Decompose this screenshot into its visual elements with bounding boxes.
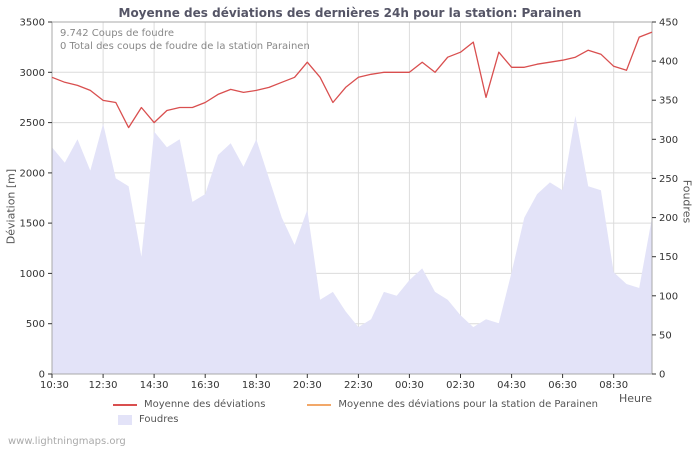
plot-frame <box>51 21 653 375</box>
legend-item-station: Moyenne des déviations pour la station d… <box>307 399 598 410</box>
station-strike-count-annotation: 0 Total des coups de foudre de la statio… <box>60 41 310 52</box>
left-axis-label: Déviation [m] <box>4 168 18 245</box>
left-tick-label: 3000 <box>20 68 45 79</box>
x-tick-label: 12:30 <box>89 380 118 391</box>
x-tick-label: 20:30 <box>293 380 322 391</box>
right-tick-label: 250 <box>659 174 678 185</box>
x-tick-label: 10:30 <box>40 380 69 391</box>
left-tick-label: 1000 <box>20 269 45 280</box>
x-tick-label: 00:30 <box>395 380 424 391</box>
right-tick-label: 100 <box>659 291 678 302</box>
right-axis-label: Foudres <box>680 179 694 224</box>
station-line-swatch <box>307 403 332 406</box>
left-tick-label: 0 <box>39 370 45 381</box>
right-tick-label: 450 <box>659 18 678 29</box>
left-tick-label: 500 <box>26 319 45 330</box>
foudres-area-swatch <box>118 414 132 425</box>
x-tick-label: 22:30 <box>344 380 373 391</box>
x-tick-label: 06:30 <box>548 380 577 391</box>
right-tick-label: 200 <box>659 213 678 224</box>
foudres-area-series <box>52 115 652 375</box>
right-tick-label: 0 <box>659 370 665 381</box>
x-tick-label: 08:30 <box>599 380 628 391</box>
x-axis-label: Heure <box>618 392 652 405</box>
right-tick-label: 50 <box>659 330 672 341</box>
chart-title: Moyenne des déviations des dernières 24h… <box>118 6 582 20</box>
x-tick-label: 16:30 <box>191 380 220 391</box>
legend-deviation-label: Moyenne des déviations <box>144 399 266 410</box>
deviation-line-swatch <box>113 403 137 406</box>
right-tick-label: 150 <box>659 252 678 263</box>
x-tick-label: 18:30 <box>242 380 271 391</box>
deviation-line-series <box>51 31 653 129</box>
left-tick-label: 3500 <box>20 18 45 29</box>
legend-item-foudres: Foudres <box>113 414 178 425</box>
x-tick-label: 04:30 <box>497 380 526 391</box>
left-tick-label: 2000 <box>20 168 45 179</box>
watermark: www.lightningmaps.org <box>8 436 126 447</box>
right-tick-label: 400 <box>659 57 678 68</box>
x-tick-label: 02:30 <box>446 380 475 391</box>
x-tick-label: 14:30 <box>140 380 169 391</box>
legend-station-label: Moyenne des déviations pour la station d… <box>338 399 598 410</box>
legend-foudres-label: Foudres <box>139 414 179 425</box>
left-tick-label: 2500 <box>20 118 45 129</box>
right-tick-label: 300 <box>659 135 678 146</box>
left-tick-label: 1500 <box>20 219 45 230</box>
right-tick-label: 350 <box>659 96 678 107</box>
strike-count-annotation: 9.742 Coups de foudre <box>60 28 175 39</box>
legend: Moyenne des déviations Moyenne des dévia… <box>113 397 640 427</box>
legend-item-deviation: Moyenne des déviations <box>113 399 265 410</box>
